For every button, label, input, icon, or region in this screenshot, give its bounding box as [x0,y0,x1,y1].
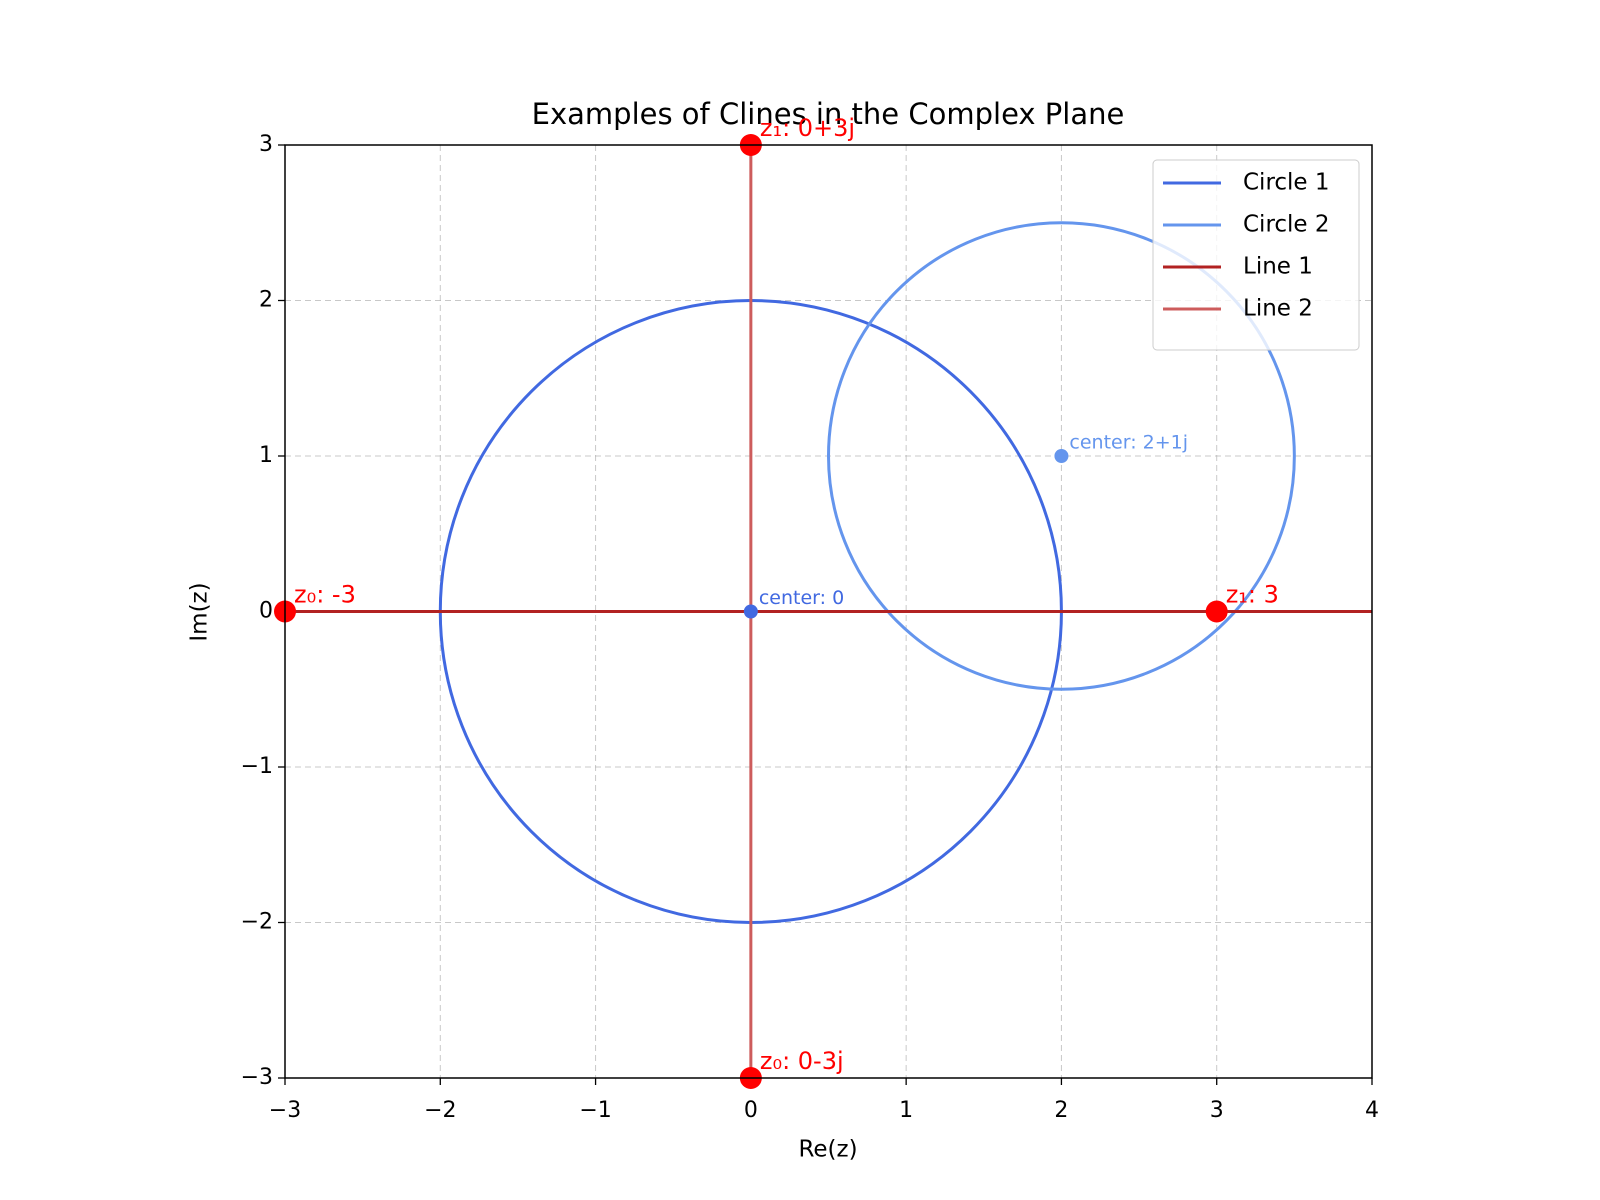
legend-box [1152,159,1360,351]
point-label: z₀: -3 [294,581,356,609]
point-label: z₁: 0+3j [760,114,855,142]
legend-label: Line 1 [1243,254,1313,280]
circle-cline [827,221,1296,691]
y-axis-label: Im(z) [187,582,213,641]
center-label: center: 0 [759,587,844,609]
y-tick-label: −3 [241,1065,273,1090]
x-tick-label: −3 [269,1098,301,1123]
point-label: z₀: 0-3j [760,1047,844,1075]
legend-label: Line 2 [1243,296,1313,322]
chart-title: Examples of Clines in the Complex Plane [532,97,1125,131]
y-tick-label: 3 [259,132,273,157]
x-tick-label: 2 [1054,1098,1068,1123]
x-axis-label: Re(z) [798,1137,857,1163]
y-tick-label: 2 [259,288,273,313]
y-tick-label: −2 [241,910,273,935]
legend-label: Circle 2 [1243,212,1330,238]
plot-frame [284,144,1373,1079]
x-tick-label: 1 [899,1098,913,1123]
y-tick-label: 0 [259,599,273,624]
center-point [743,604,758,619]
legend-label: Circle 1 [1243,170,1330,196]
point-label: z₁: 3 [1226,581,1279,609]
y-tick-label: −1 [241,754,273,779]
x-tick-label: −2 [424,1098,456,1123]
center-point [1054,449,1069,463]
y-tick-label: 1 [259,443,273,468]
x-tick-label: 0 [744,1098,758,1123]
x-tick-label: 3 [1210,1098,1224,1123]
line-point [1205,600,1228,623]
x-tick-label: −1 [579,1098,611,1123]
x-tick-label: 4 [1365,1098,1379,1123]
center-label: center: 2+1j [1069,432,1188,454]
